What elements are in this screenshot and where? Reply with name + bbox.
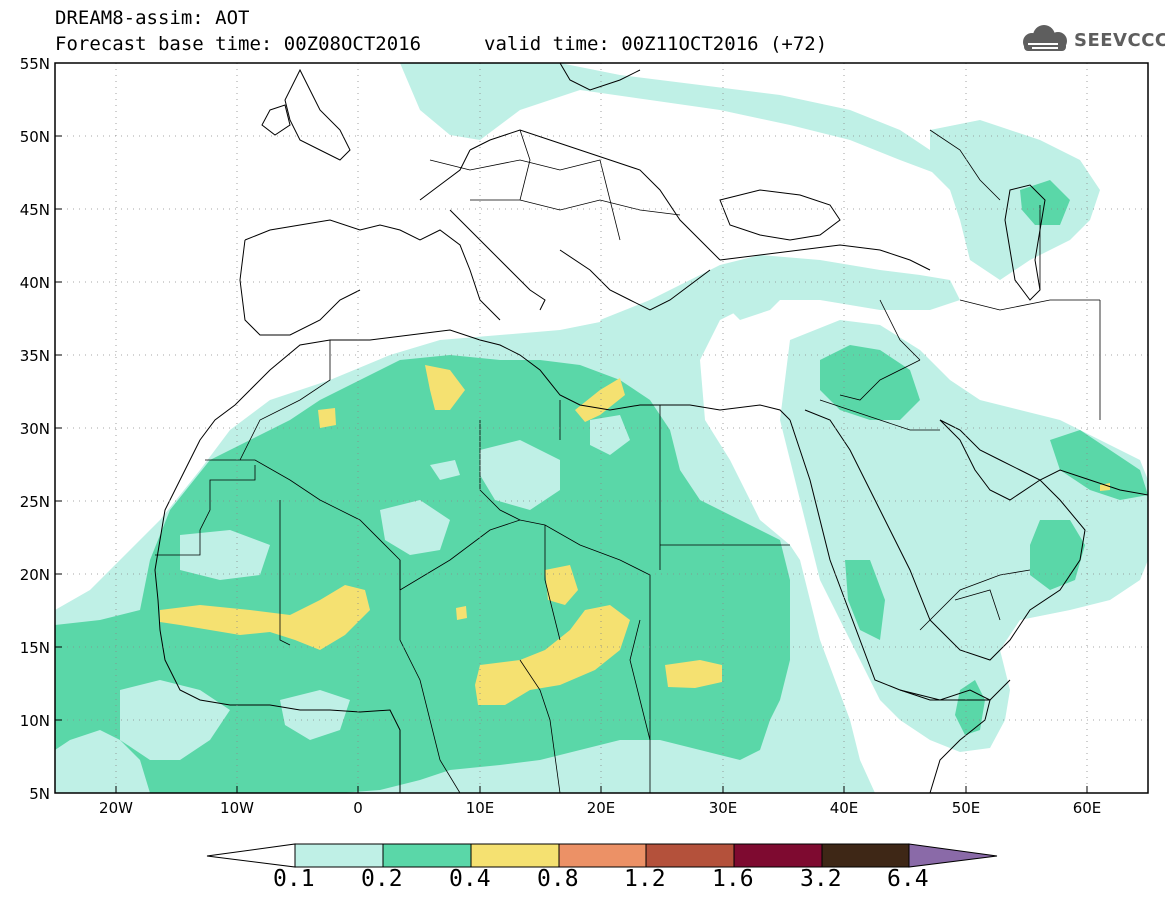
seevccc-logo [1023,25,1067,51]
colorbar-segment-5 [645,843,735,868]
logo-text: SEEVCCC [1074,30,1165,51]
lon-label: 10W [220,799,254,817]
aot-contour-0.4 [160,365,1110,705]
lat-label: 35N [20,347,50,365]
lat-label: 30N [20,420,50,438]
colorbar-segment-7 [821,843,910,868]
colorbar-segment-1 [294,843,384,868]
colorbar-label: 1.2 [624,866,666,892]
colorbar-label: 0.1 [273,866,315,892]
lat-label: 20N [20,566,50,584]
lon-label: 10E [466,799,495,817]
aot-contour-0.2 [55,180,1148,793]
lat-label: 55N [20,55,50,73]
colorbar [206,843,998,868]
lat-label: 25N [20,493,50,511]
colorbar-segment-6 [733,843,823,868]
forecast-base-time: Forecast base time: 00Z08OCT2016 [55,33,422,55]
colorbar-segment-3 [470,843,560,868]
lat-label: 45N [20,201,50,219]
lon-label: 40E [830,799,859,817]
colorbar-label: 3.2 [800,866,842,892]
lon-label: 60E [1073,799,1102,817]
colorbar-label: 0.2 [361,866,403,892]
lat-label: 50N [20,128,50,146]
lat-label: 5N [29,785,50,803]
lat-labels: 55N 50N 45N 40N 35N 30N 25N 20N 15N 10N … [20,55,50,803]
colorbar-label: 0.4 [449,866,491,892]
lon-label: 20W [99,799,133,817]
colorbar-label: 0.8 [537,866,579,892]
colorbar-label: 6.4 [887,866,929,892]
map-title: DREAM8-assim: AOT [55,7,250,29]
colorbar-segment-2 [382,843,472,868]
colorbar-segment-low-arrow [206,843,296,868]
lon-label: 20E [587,799,616,817]
lon-labels: 20W 10W 0 10E 20E 30E 40E 50E 60E [99,799,1101,817]
lat-label: 10N [20,712,50,730]
valid-time: valid time: 00Z11OCT2016 (+72) [484,33,828,55]
lat-label: 15N [20,639,50,657]
borders [155,129,1101,793]
colorbar-label: 1.6 [712,866,754,892]
colorbar-segment-4 [558,843,647,868]
lon-label: 50E [952,799,981,817]
lon-label: 30E [709,799,738,817]
tick-marks [55,135,1088,793]
lon-label: 0 [353,799,363,817]
colorbar-segment-high-arrow [908,843,998,868]
lat-label: 40N [20,274,50,292]
graticule [55,63,1148,793]
coastlines [154,63,1148,793]
